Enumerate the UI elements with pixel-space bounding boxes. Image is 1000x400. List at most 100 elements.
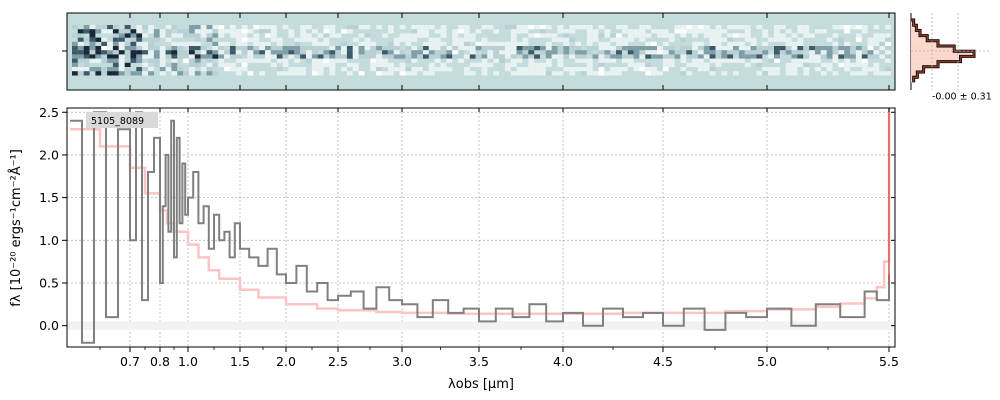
spectrum-2d-pixel [311,58,318,63]
spectrum-2d-pixel [493,58,500,63]
spectrum-2d-pixel [651,50,657,55]
spectrum-2d-pixel [77,46,84,51]
spectrum-2d-pixel [405,41,412,47]
spectrum-2d-pixel [592,46,599,51]
spectrum-2d-pixel [124,50,131,55]
spectrum-2d-pixel [364,41,371,47]
spectrum-2d-pixel [703,46,710,51]
spectrum-2d-pixel [844,46,851,51]
spectrum-2d-pixel [323,41,330,47]
spectrum-2d-pixel [323,54,330,59]
spectrum-2d-pixel [212,50,219,55]
spectrum-2d-pixel [581,67,587,72]
spectrum-2d-pixel [458,58,464,63]
spectrum-2d-pixel [329,54,336,59]
spectrum-2d-pixel [423,50,429,55]
spectrum-2d-pixel [417,29,423,34]
spectrum-2d-pixel [692,50,698,55]
spectrum-2d-pixel [832,33,839,38]
spectrum-2d-pixel [165,33,172,38]
spectrum-2d-pixel [563,33,570,38]
spectrum-2d-pixel [697,58,704,63]
spectrum-2d-pixel [241,29,248,34]
spectrum-2d-pixel [645,54,652,59]
spectrum-2d-pixel [651,54,657,59]
spectrum-2d-pixel [317,67,324,72]
spectrum-2d-pixel [709,58,716,63]
spectrum-2d-pixel [241,25,248,30]
spectrum-2d-pixel [241,37,248,42]
spectrum-2d-pixel [165,50,172,55]
spectrum-2d-pixel [861,62,868,68]
spectrum-2d-pixel [791,50,798,55]
spectrum-2d-pixel [639,50,646,55]
spectrum-2d-pixel [112,41,119,47]
spectrum-2d-pixel [645,62,652,68]
spectrum-2d-pixel [885,41,891,47]
spectrum-2d-pixel [329,62,336,68]
spectrum-2d-pixel [598,54,605,59]
spectrum-2d-pixel [95,50,102,55]
spectrum-2d-pixel [294,58,301,63]
spectrum-2d-pixel [218,25,225,30]
histogram-bar [911,72,917,78]
spectrum-2d-pixel [774,71,780,76]
spectrum-2d-pixel [463,46,470,51]
spectrum-2d-pixel [83,62,90,68]
spectrum-2d-pixel [352,62,359,68]
spectrum-2d-pixel [820,71,827,76]
spectrum-2d-pixel [534,62,540,68]
spectrum-2d-pixel [662,33,669,38]
spectrum-2d-pixel [229,33,236,38]
spectrum-2d-pixel [399,33,406,38]
spectrum-2d-pixel [382,71,388,76]
spectrum-2d-pixel [206,58,213,63]
spectrum-2d-pixel [428,46,435,51]
spectrum-2d-pixel [428,25,435,30]
y-tick-label: 0.5 [39,275,59,290]
spectrum-2d-pixel [873,54,880,59]
spectrum-2d-pixel [317,41,324,47]
spectrum-2d-pixel [346,29,353,34]
spectrum-2d-pixel [616,67,622,72]
spectrum-2d-pixel [680,71,687,76]
spectrum-2d-pixel [387,71,394,76]
spectrum-2d-pixel [148,25,154,30]
spectrum-2d-pixel [563,50,570,55]
spectrum-2d-pixel [733,41,739,47]
spectrum-2d-pixel [586,33,593,38]
spectrum-2d-pixel [130,33,137,38]
spectrum-2d-pixel [832,46,839,51]
spectrum-2d-pixel [183,33,189,38]
spectrum-2d-pixel [598,25,605,30]
spectrum-2d-pixel [253,25,260,30]
spectrum-2d-pixel [118,29,125,34]
spectrum-2d-pixel [481,37,488,42]
spectrum-2d-pixel [510,29,517,34]
spectrum-2d-pixel [534,54,540,59]
spectrum-2d-pixel [329,33,336,38]
spectrum-2d-pixel [300,37,306,42]
spectrum-2d-pixel [850,71,856,76]
spectrum-2d-pixel [259,54,266,59]
spectrum-2d-pixel [522,46,529,51]
spectrum-2d-pixel [89,54,96,59]
spectrum-2d-pixel [247,37,254,42]
spectrum-2d-pixel [744,37,751,42]
spectrum-2d-pixel [697,46,704,51]
spectrum-2d-pixel [545,25,552,30]
spectrum-2d-pixel [697,67,704,72]
spectrum-2d-pixel [598,46,605,51]
spectrum-2d-pixel [101,71,108,76]
spectrum-2d-pixel [504,46,511,51]
spectrum-2d-pixel [575,67,581,72]
histogram-bar [911,30,920,36]
spectrum-2d-pixel [276,41,283,47]
spectrum-2d-pixel [686,71,693,76]
spectrum-2d-pixel [592,71,599,76]
spectrum-2d-pixel [212,71,219,76]
spectrum-2d-pixel [879,33,886,38]
spectrum-2d-pixel [510,25,517,30]
spectrum-2d-pixel [586,71,593,76]
spectrum-2d-pixel [83,50,90,55]
